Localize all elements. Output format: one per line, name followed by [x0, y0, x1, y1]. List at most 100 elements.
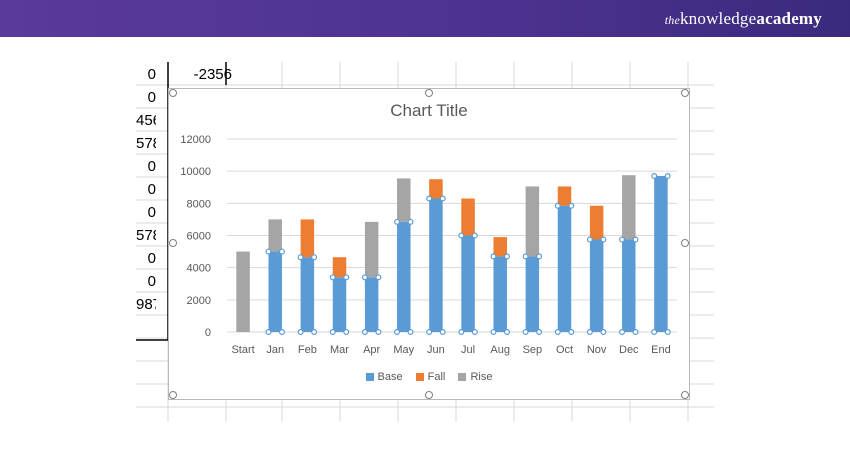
chart-resize-handle[interactable]: [681, 239, 689, 247]
waterfall-chart[interactable]: Chart Title 0 2000 4000 6000 8000 10000 12000 S…: [168, 88, 690, 400]
series-selection-handle[interactable]: [297, 254, 304, 261]
bar-base[interactable]: [429, 198, 443, 332]
series-selection-handle[interactable]: [568, 329, 575, 336]
series-selection-handle[interactable]: [586, 236, 593, 243]
column-a-cell[interactable]: 0: [147, 158, 156, 175]
series-selection-handle[interactable]: [458, 232, 465, 239]
series-selection-handle[interactable]: [536, 329, 543, 336]
series-selection-handle[interactable]: [651, 329, 658, 336]
chart-resize-handle[interactable]: [681, 391, 689, 399]
series-selection-handle[interactable]: [458, 329, 465, 336]
bar-base[interactable]: [557, 205, 572, 332]
series-selection-handle[interactable]: [632, 236, 639, 243]
series-selection-handle[interactable]: [394, 329, 401, 336]
series-selection-handle[interactable]: [664, 329, 671, 336]
column-a-cell[interactable]: 456: [136, 112, 156, 129]
series-selection-handle[interactable]: [490, 253, 497, 260]
series-selection-handle[interactable]: [536, 253, 543, 260]
series-selection-handle[interactable]: [490, 329, 497, 336]
bar-fall[interactable]: [300, 219, 315, 258]
series-selection-handle[interactable]: [343, 274, 350, 281]
series-selection-handle[interactable]: [265, 329, 272, 336]
bar-base[interactable]: [397, 221, 411, 332]
series-selection-handle[interactable]: [586, 329, 593, 336]
series-selection-handle[interactable]: [297, 329, 304, 336]
series-selection-handle[interactable]: [471, 329, 478, 336]
column-a-cell[interactable]: 0: [147, 250, 156, 267]
series-selection-handle[interactable]: [311, 254, 318, 261]
series-selection-handle[interactable]: [619, 329, 626, 336]
bar-rise[interactable]: [622, 175, 636, 240]
column-a-cell[interactable]: 578: [136, 135, 156, 152]
series-selection-handle[interactable]: [632, 329, 639, 336]
series-selection-handle[interactable]: [426, 195, 433, 202]
bar-base[interactable]: [654, 175, 668, 332]
bar-rise[interactable]: [364, 221, 379, 278]
chart-resize-handle[interactable]: [169, 391, 177, 399]
series-selection-handle[interactable]: [503, 253, 510, 260]
series-selection-handle[interactable]: [361, 274, 368, 281]
series-selection-handle[interactable]: [407, 218, 414, 225]
column-a-cell[interactable]: 0: [147, 204, 156, 221]
series-selection-handle[interactable]: [394, 218, 401, 225]
bar-base[interactable]: [268, 251, 282, 332]
chart-resize-handle[interactable]: [425, 391, 433, 399]
column-a-cell[interactable]: 987: [136, 296, 156, 313]
bar-base[interactable]: [461, 235, 475, 333]
column-a-cell[interactable]: 0: [147, 273, 156, 290]
bar-base[interactable]: [364, 277, 379, 332]
bar-base[interactable]: [300, 257, 315, 332]
series-selection-handle[interactable]: [439, 329, 446, 336]
series-selection-handle[interactable]: [265, 248, 272, 255]
series-selection-handle[interactable]: [278, 329, 285, 336]
series-selection-handle[interactable]: [375, 329, 382, 336]
series-selection-handle[interactable]: [407, 329, 414, 336]
column-a-cell[interactable]: 0: [147, 89, 156, 106]
column-a-cell[interactable]: 0: [147, 66, 156, 83]
cell-header-value[interactable]: -2356: [193, 66, 232, 83]
chart-resize-handle[interactable]: [169, 239, 177, 247]
bar-rise[interactable]: [397, 178, 411, 222]
series-selection-handle[interactable]: [329, 274, 336, 281]
series-selection-handle[interactable]: [375, 274, 382, 281]
bar-rise[interactable]: [236, 251, 250, 332]
series-selection-handle[interactable]: [522, 329, 529, 336]
bar-base[interactable]: [622, 239, 636, 332]
bar-fall[interactable]: [493, 237, 507, 257]
column-a-cell[interactable]: 0: [147, 181, 156, 198]
series-selection-handle[interactable]: [522, 253, 529, 260]
chart-resize-handle[interactable]: [681, 89, 689, 97]
bar-fall[interactable]: [332, 257, 347, 278]
series-selection-handle[interactable]: [426, 329, 433, 336]
bar-base[interactable]: [589, 239, 604, 332]
series-selection-handle[interactable]: [343, 329, 350, 336]
series-selection-handle[interactable]: [600, 236, 607, 243]
series-selection-handle[interactable]: [664, 172, 671, 179]
series-selection-handle[interactable]: [619, 236, 626, 243]
chart-resize-handle[interactable]: [169, 89, 177, 97]
series-selection-handle[interactable]: [278, 248, 285, 255]
series-selection-handle[interactable]: [329, 329, 336, 336]
series-selection-handle[interactable]: [554, 202, 561, 209]
bar-rise[interactable]: [268, 219, 282, 252]
series-selection-handle[interactable]: [568, 202, 575, 209]
bar-rise[interactable]: [525, 186, 540, 257]
series-selection-handle[interactable]: [439, 195, 446, 202]
bar-base[interactable]: [332, 277, 347, 332]
series-selection-handle[interactable]: [554, 329, 561, 336]
series-selection-handle[interactable]: [503, 329, 510, 336]
series-selection-handle[interactable]: [600, 329, 607, 336]
bar-fall[interactable]: [429, 179, 443, 199]
bar-fall[interactable]: [461, 198, 475, 236]
series-selection-handle[interactable]: [471, 232, 478, 239]
brand-logo[interactable]: theknowledgeacademy: [665, 9, 822, 29]
chart-resize-handle[interactable]: [425, 89, 433, 97]
bar-base[interactable]: [493, 256, 507, 332]
series-selection-handle[interactable]: [311, 329, 318, 336]
series-selection-handle[interactable]: [361, 329, 368, 336]
bar-base[interactable]: [525, 256, 540, 332]
bar-fall[interactable]: [589, 205, 604, 240]
bar-fall[interactable]: [557, 186, 572, 206]
series-selection-handle[interactable]: [651, 172, 658, 179]
column-a-cell[interactable]: 578: [136, 227, 156, 244]
